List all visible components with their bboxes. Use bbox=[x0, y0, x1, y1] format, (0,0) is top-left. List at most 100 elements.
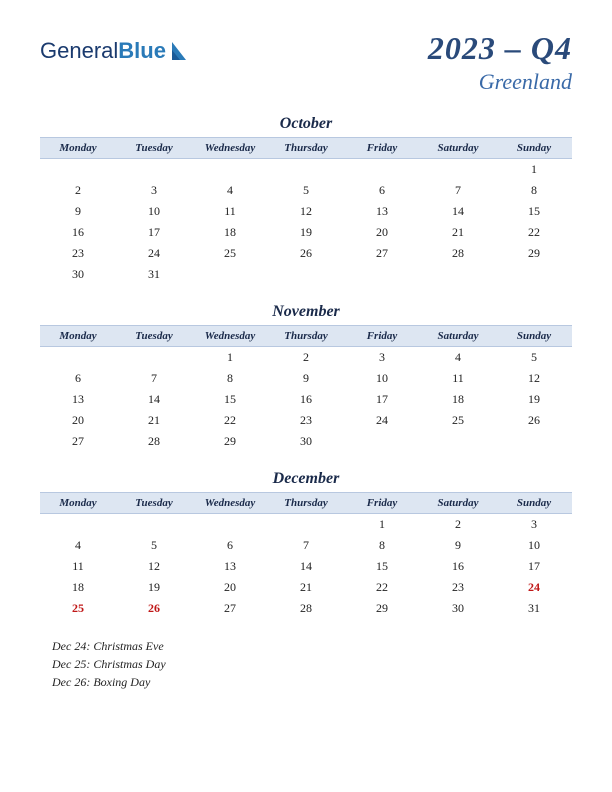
calendar-cell: 30 bbox=[420, 598, 496, 619]
calendar-cell: 2 bbox=[420, 514, 496, 536]
calendar-row: 12345 bbox=[40, 347, 572, 369]
calendar-cell: 16 bbox=[420, 556, 496, 577]
logo-text-general: General bbox=[40, 38, 118, 64]
calendar-cell: 16 bbox=[268, 389, 344, 410]
calendar-cell: 28 bbox=[268, 598, 344, 619]
logo: GeneralBlue bbox=[40, 38, 190, 64]
day-header: Thursday bbox=[268, 138, 344, 159]
calendar-cell: 29 bbox=[192, 431, 268, 452]
day-header: Friday bbox=[344, 493, 420, 514]
calendar-cell bbox=[344, 431, 420, 452]
holiday-entry: Dec 25: Christmas Day bbox=[52, 655, 572, 673]
calendar-cell bbox=[420, 159, 496, 181]
calendar-row: 23242526272829 bbox=[40, 243, 572, 264]
calendar-cell: 3 bbox=[344, 347, 420, 369]
calendar-row: 1 bbox=[40, 159, 572, 181]
day-header: Thursday bbox=[268, 326, 344, 347]
calendar-cell: 11 bbox=[420, 368, 496, 389]
calendar-cell: 16 bbox=[40, 222, 116, 243]
calendar-cell: 19 bbox=[116, 577, 192, 598]
calendar-cell bbox=[192, 264, 268, 285]
day-header: Monday bbox=[40, 326, 116, 347]
calendar-cell bbox=[40, 514, 116, 536]
month-name: December bbox=[40, 470, 572, 488]
logo-text-blue: Blue bbox=[118, 38, 166, 64]
day-header: Sunday bbox=[496, 138, 572, 159]
calendar-row: 6789101112 bbox=[40, 368, 572, 389]
calendar-cell: 31 bbox=[496, 598, 572, 619]
holiday-entry: Dec 24: Christmas Eve bbox=[52, 637, 572, 655]
calendar-row: 27282930 bbox=[40, 431, 572, 452]
logo-sail-icon bbox=[170, 40, 190, 62]
calendar-cell bbox=[116, 159, 192, 181]
calendar-cell: 20 bbox=[40, 410, 116, 431]
calendar-cell: 24 bbox=[344, 410, 420, 431]
calendar-cell: 29 bbox=[344, 598, 420, 619]
title-block: 2023 – Q4 Greenland bbox=[428, 30, 572, 95]
calendar-cell: 19 bbox=[268, 222, 344, 243]
month-name: November bbox=[40, 303, 572, 321]
calendar-row: 20212223242526 bbox=[40, 410, 572, 431]
holiday-entry: Dec 26: Boxing Day bbox=[52, 673, 572, 691]
calendar-cell: 11 bbox=[40, 556, 116, 577]
calendar-cell: 5 bbox=[268, 180, 344, 201]
calendar-row: 123 bbox=[40, 514, 572, 536]
month-name: October bbox=[40, 115, 572, 133]
calendar-cell: 5 bbox=[116, 535, 192, 556]
calendar-cell: 25 bbox=[420, 410, 496, 431]
month-block: November MondayTuesdayWednesdayThursdayFr… bbox=[40, 303, 572, 452]
calendar-cell: 3 bbox=[496, 514, 572, 536]
calendar-table: MondayTuesdayWednesdayThursdayFridaySatu… bbox=[40, 492, 572, 619]
calendar-cell: 18 bbox=[40, 577, 116, 598]
calendar-row: 13141516171819 bbox=[40, 389, 572, 410]
calendar-cell: 19 bbox=[496, 389, 572, 410]
calendar-cell: 30 bbox=[40, 264, 116, 285]
calendar-cell: 10 bbox=[116, 201, 192, 222]
day-header: Friday bbox=[344, 138, 420, 159]
calendar-cell bbox=[344, 264, 420, 285]
year-quarter: 2023 – Q4 bbox=[428, 30, 572, 67]
calendar-cell: 7 bbox=[116, 368, 192, 389]
calendar-row: 9101112131415 bbox=[40, 201, 572, 222]
calendar-cell: 10 bbox=[496, 535, 572, 556]
calendar-cell: 21 bbox=[268, 577, 344, 598]
calendar-cell: 4 bbox=[420, 347, 496, 369]
calendar-cell: 22 bbox=[192, 410, 268, 431]
calendar-cell: 3 bbox=[116, 180, 192, 201]
calendar-cell bbox=[420, 431, 496, 452]
holiday-list: Dec 24: Christmas EveDec 25: Christmas D… bbox=[40, 637, 572, 691]
months-container: October MondayTuesdayWednesdayThursdayFri… bbox=[40, 115, 572, 619]
calendar-cell: 11 bbox=[192, 201, 268, 222]
calendar-cell: 12 bbox=[116, 556, 192, 577]
calendar-cell: 21 bbox=[116, 410, 192, 431]
calendar-cell: 8 bbox=[192, 368, 268, 389]
calendar-cell: 13 bbox=[40, 389, 116, 410]
day-header: Wednesday bbox=[192, 326, 268, 347]
day-header: Monday bbox=[40, 493, 116, 514]
calendar-table: MondayTuesdayWednesdayThursdayFridaySatu… bbox=[40, 325, 572, 452]
calendar-cell: 7 bbox=[420, 180, 496, 201]
calendar-cell: 7 bbox=[268, 535, 344, 556]
calendar-cell: 14 bbox=[420, 201, 496, 222]
calendar-cell bbox=[496, 264, 572, 285]
calendar-cell bbox=[192, 514, 268, 536]
calendar-cell: 22 bbox=[344, 577, 420, 598]
calendar-cell: 6 bbox=[344, 180, 420, 201]
calendar-cell: 5 bbox=[496, 347, 572, 369]
calendar-cell: 20 bbox=[192, 577, 268, 598]
country-name: Greenland bbox=[428, 69, 572, 95]
calendar-cell: 15 bbox=[344, 556, 420, 577]
calendar-cell bbox=[268, 159, 344, 181]
calendar-cell: 4 bbox=[192, 180, 268, 201]
calendar-cell: 26 bbox=[116, 598, 192, 619]
calendar-cell bbox=[268, 514, 344, 536]
calendar-cell: 9 bbox=[268, 368, 344, 389]
calendar-cell: 23 bbox=[420, 577, 496, 598]
calendar-cell: 23 bbox=[40, 243, 116, 264]
calendar-cell: 20 bbox=[344, 222, 420, 243]
calendar-cell: 12 bbox=[496, 368, 572, 389]
calendar-cell bbox=[192, 159, 268, 181]
calendar-row: 2345678 bbox=[40, 180, 572, 201]
calendar-cell bbox=[40, 159, 116, 181]
calendar-cell: 2 bbox=[40, 180, 116, 201]
